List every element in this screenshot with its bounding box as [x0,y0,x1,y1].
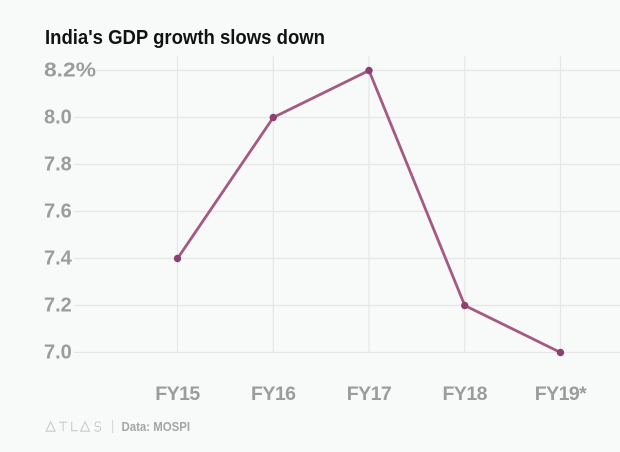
svg-text:India's GDP growth slows down: India's GDP growth slows down [45,27,325,49]
svg-text:7.6: 7.6 [44,201,72,223]
svg-text:8.0: 8.0 [44,107,72,129]
svg-text:7.0: 7.0 [44,342,72,364]
svg-text:7.8: 7.8 [44,154,72,176]
svg-text:7.2: 7.2 [44,295,72,317]
svg-text:7.4: 7.4 [44,248,73,270]
svg-text:FY18: FY18 [443,383,488,405]
svg-text:Data: MOSPI: Data: MOSPI [122,420,191,434]
svg-text:FY15: FY15 [155,383,200,405]
svg-text:FY16: FY16 [251,383,296,405]
svg-text:8.2%: 8.2% [44,60,96,82]
svg-text:FY19*: FY19* [535,383,587,405]
svg-text:FY17: FY17 [347,383,391,405]
